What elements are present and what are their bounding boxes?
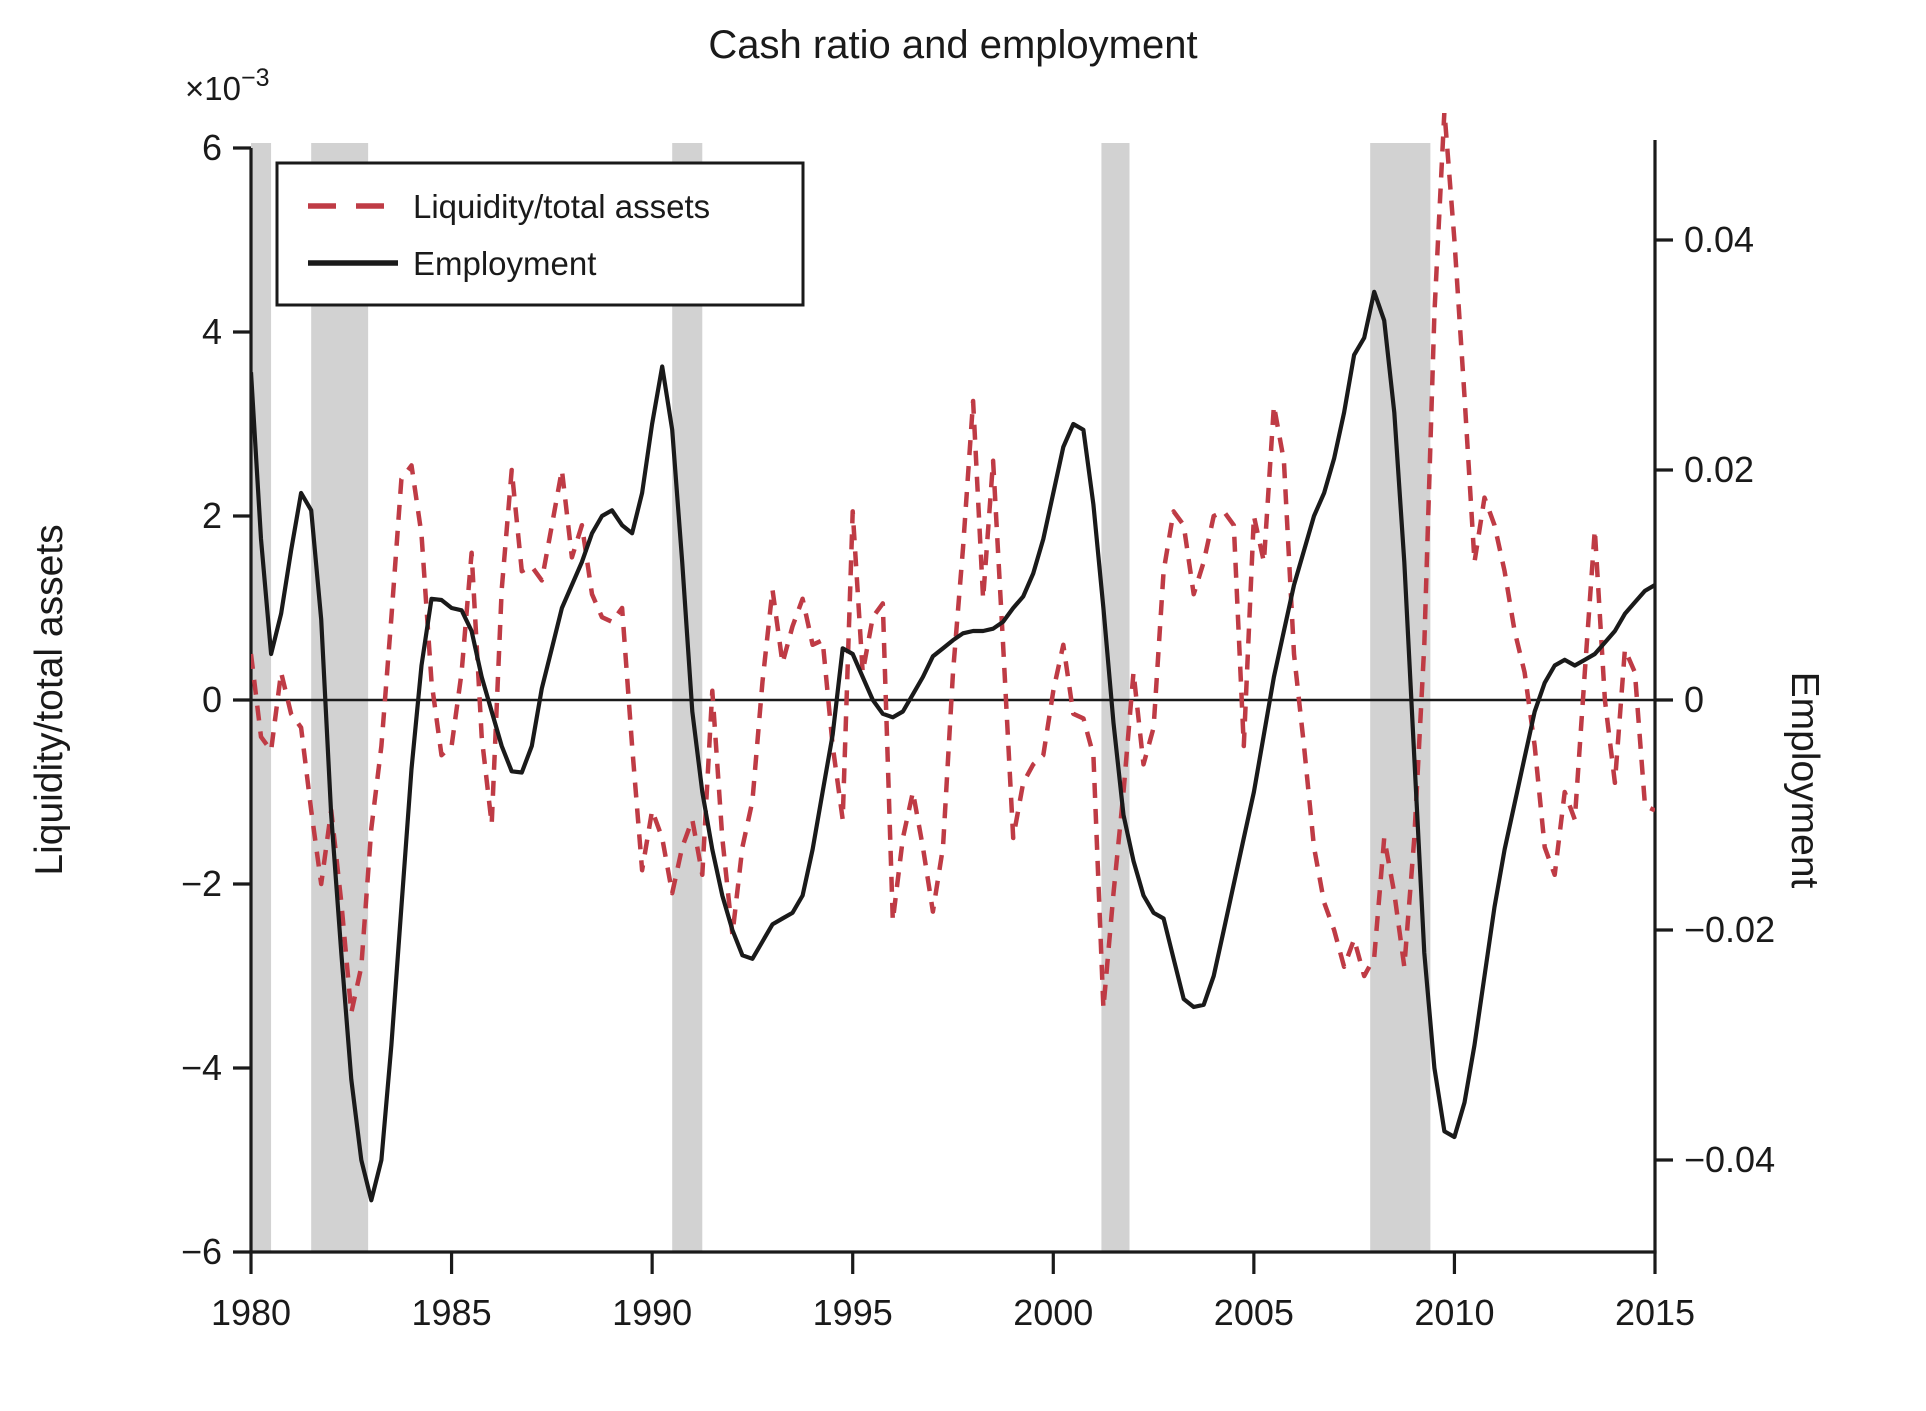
right-tick-label: −0.04 [1684,1139,1775,1180]
x-tick-label: 1995 [813,1292,893,1333]
left-tick-label: −6 [181,1231,222,1272]
legend-box [275,161,805,307]
x-tick-label: 2015 [1615,1292,1695,1333]
recession-band [672,143,703,1252]
legend: Liquidity/total assets Employment [275,161,805,307]
x-tick-label: 2005 [1214,1292,1294,1333]
left-tick-label: 6 [202,127,222,168]
right-axis-title: Employment [1783,672,1826,889]
right-tick-label: −0.02 [1684,909,1775,950]
right-tick-label: 0 [1684,679,1704,720]
left-tick-label: −4 [181,1047,222,1088]
x-tick-label: 2010 [1414,1292,1494,1333]
axes [233,140,1673,1274]
left-tick-label: 2 [202,495,222,536]
tick-labels: 6 4 2 0 −2 −4 −6 0.04 0.02 0 −0.02 −0.04 1980 1985 199… [181,127,1775,1333]
left-tick-label: 4 [202,311,222,352]
recession-band [311,143,369,1252]
series-liquidity-total-assets [251,113,1655,1016]
data-series [251,113,1655,1203]
recession-band [251,143,272,1252]
right-tick-label: 0.02 [1684,449,1754,490]
recession-bands [251,143,1431,1252]
recession-band [1370,143,1431,1252]
chart-title: Cash ratio and employment [708,23,1197,67]
left-tick-label: −2 [181,863,222,904]
x-tick-label: 2000 [1013,1292,1093,1333]
right-tick-label: 0.04 [1684,219,1754,260]
legend-item-liquidity: Liquidity/total assets [413,188,710,225]
x-tick-label: 1985 [412,1292,492,1333]
x-tick-label: 1990 [612,1292,692,1333]
left-tick-label: 0 [202,679,222,720]
left-axis-title: Liquidity/total assets [28,524,71,875]
left-axis-offset-label: ×10−3 [185,64,270,107]
legend-item-employment: Employment [413,245,596,282]
series-employment [251,289,1655,1203]
recession-band [1101,143,1130,1252]
x-tick-label: 1980 [211,1292,291,1333]
